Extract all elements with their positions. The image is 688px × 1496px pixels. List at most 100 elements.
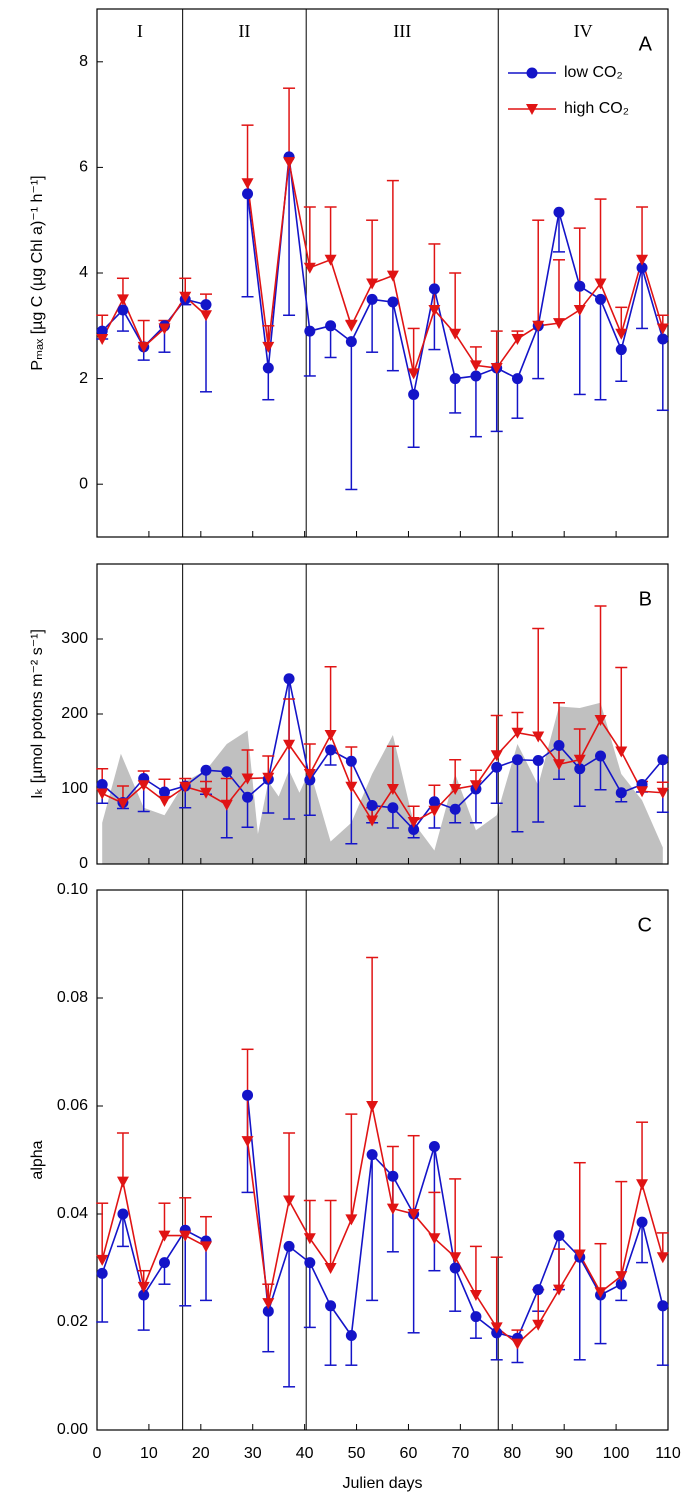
marker	[491, 761, 503, 773]
y-axis-label: Pₘₐₓ [µg C (µg Chl a)⁻¹ h⁻¹]	[29, 175, 46, 370]
marker	[615, 1278, 627, 1290]
marker	[200, 787, 213, 799]
marker	[324, 730, 337, 741]
marker	[387, 296, 399, 308]
marker	[96, 334, 109, 345]
period-label: I	[137, 21, 143, 41]
marker	[470, 370, 482, 382]
error-bar	[407, 394, 420, 448]
marker	[657, 754, 669, 766]
marker	[532, 320, 545, 332]
marker	[325, 320, 337, 332]
marker	[158, 796, 171, 807]
x-tick-label: 60	[400, 1445, 418, 1462]
error-bar	[636, 206, 649, 260]
y-tick-label: 2	[79, 370, 88, 387]
marker	[366, 278, 379, 290]
error-bar	[366, 219, 379, 284]
marker	[138, 1289, 150, 1301]
marker	[366, 815, 379, 827]
error-bar	[594, 198, 607, 284]
marker	[552, 759, 565, 771]
error-bar	[490, 714, 503, 756]
marker	[574, 280, 586, 292]
marker	[345, 1330, 357, 1341]
marker	[636, 786, 649, 798]
marker	[636, 1179, 649, 1191]
marker	[324, 254, 337, 266]
marker	[449, 784, 462, 795]
marker	[532, 1284, 544, 1296]
marker	[387, 1170, 399, 1182]
marker	[532, 755, 544, 766]
error-bar	[283, 1246, 296, 1388]
marker	[116, 798, 129, 810]
x-tick-label: 110	[655, 1445, 681, 1462]
marker	[552, 1284, 565, 1296]
error-bar	[636, 1222, 649, 1264]
error-bar	[636, 267, 649, 330]
marker	[449, 1252, 462, 1264]
marker	[490, 750, 503, 762]
y-tick-label: 0.08	[57, 989, 88, 1006]
error-bar	[552, 1248, 565, 1290]
panel: 0 100 200 300 Iₖ [µmol potons m⁻² s⁻¹] B	[29, 563, 669, 872]
marker	[303, 262, 316, 274]
error-bar	[573, 1257, 586, 1361]
error-bar	[96, 1202, 109, 1260]
marker	[511, 373, 523, 385]
marker	[179, 1230, 192, 1242]
marker	[469, 360, 482, 372]
marker	[573, 754, 586, 766]
marker	[532, 1319, 545, 1331]
error-bar	[407, 1214, 420, 1334]
marker	[615, 328, 628, 340]
x-tick-label: 30	[244, 1445, 262, 1462]
error-bar	[366, 299, 379, 353]
marker	[428, 805, 441, 817]
marker	[636, 262, 648, 274]
marker	[137, 1281, 150, 1293]
x-tick-label: 0	[93, 1445, 102, 1462]
marker	[573, 304, 586, 316]
error-bar	[303, 1262, 316, 1329]
marker	[594, 1287, 607, 1299]
marker	[532, 731, 545, 743]
error-bar	[573, 768, 586, 807]
legend-label: high CO₂	[564, 100, 629, 117]
error-bar	[449, 378, 462, 414]
error-bar	[552, 702, 565, 765]
marker	[574, 763, 586, 775]
error-bar	[283, 87, 296, 163]
marker	[470, 1311, 482, 1323]
marker	[241, 178, 254, 190]
marker	[428, 1233, 441, 1245]
error-bar	[449, 1268, 462, 1312]
y-tick-label: 200	[61, 705, 88, 722]
marker	[553, 206, 565, 218]
marker	[428, 1141, 440, 1152]
marker	[117, 1208, 129, 1220]
error-bar	[656, 1305, 669, 1366]
marker	[96, 1267, 108, 1279]
error-bar	[552, 212, 565, 253]
x-tick-label: 20	[192, 1445, 210, 1462]
y-tick-label: 0.06	[57, 1097, 88, 1114]
x-tick-label: 10	[140, 1445, 158, 1462]
y-tick-label: 0	[79, 475, 88, 492]
marker	[116, 1176, 129, 1188]
error-bar	[615, 1180, 628, 1277]
marker	[262, 341, 275, 353]
marker	[387, 802, 399, 814]
marker	[428, 283, 440, 295]
marker	[283, 157, 296, 169]
error-bar	[366, 956, 379, 1106]
error-bar	[324, 206, 337, 260]
marker	[490, 1322, 503, 1334]
legend: low CO₂ high CO₂	[508, 64, 629, 117]
marker	[303, 1233, 316, 1245]
marker	[158, 1230, 171, 1242]
legend-marker	[526, 104, 538, 115]
marker	[345, 781, 358, 793]
